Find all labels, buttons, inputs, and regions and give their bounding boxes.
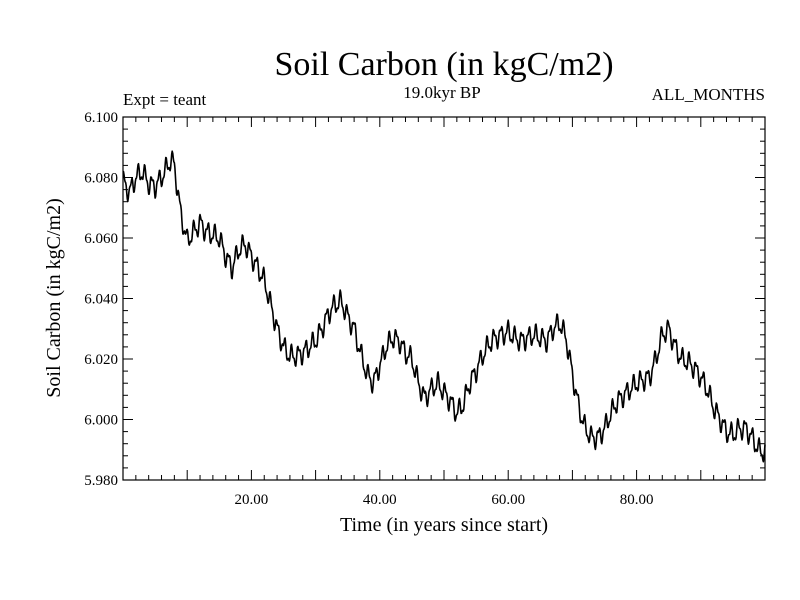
x-tick-label: 60.00 (491, 492, 525, 508)
y-axis-tick-labels: 5.980 6.000 6.020 6.040 6.060 6.080 6.100 (84, 110, 118, 489)
y-tick-label: 6.080 (84, 171, 118, 187)
x-tick-label: 20.00 (235, 492, 269, 508)
months-label: ALL_MONTHS (652, 85, 765, 104)
y-axis-ticks (123, 128, 765, 469)
x-tick-label: 80.00 (620, 492, 654, 508)
chart-title: Soil Carbon (in kgC/m2) (274, 46, 613, 83)
y-tick-label: 6.060 (84, 231, 118, 247)
x-axis-label: Time (in years since start) (340, 514, 548, 536)
plot-frame (122, 116, 766, 481)
series-line-soil-carbon (122, 150, 766, 463)
x-tick-label: 40.00 (363, 492, 397, 508)
experiment-label: Expt = teant (123, 90, 207, 109)
x-axis-ticks (135, 117, 753, 480)
y-tick-label: 6.020 (84, 352, 118, 368)
y-tick-label: 6.000 (84, 413, 118, 429)
y-tick-label: 6.040 (84, 292, 118, 308)
y-tick-label: 6.100 (84, 110, 118, 126)
y-tick-label: 5.980 (84, 473, 118, 489)
chart-subtitle: 19.0kyr BP (403, 83, 480, 102)
x-axis-tick-labels: 20.00 40.00 60.00 80.00 (235, 492, 654, 508)
y-axis-label: Soil Carbon (in kgC/m2) (43, 198, 65, 397)
